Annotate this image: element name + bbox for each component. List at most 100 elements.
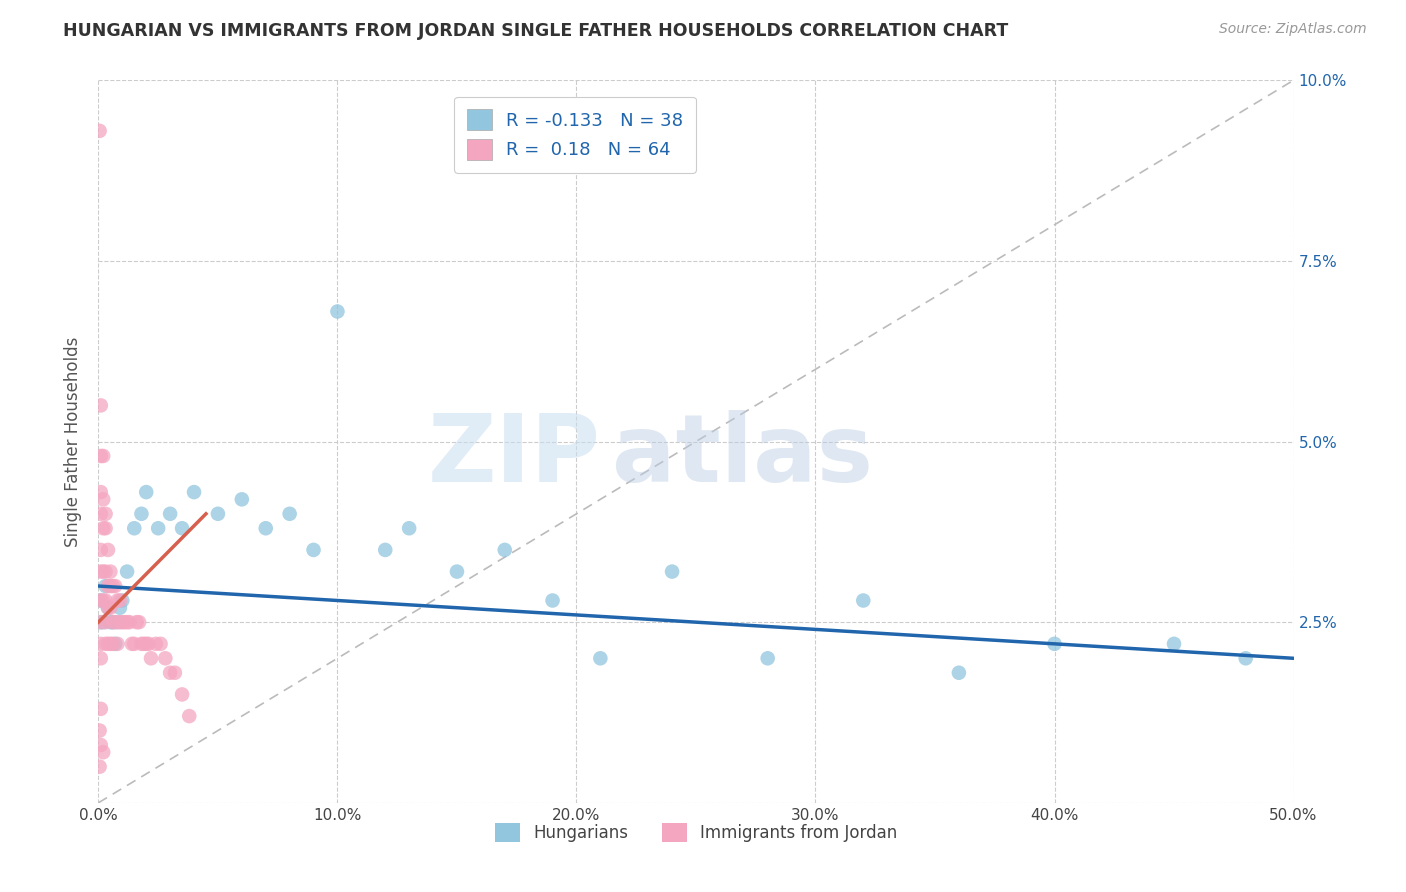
Point — [94, 593, 117, 607]
Point — [90, 398, 112, 412]
Point — [90, 542, 112, 557]
Point — [101, 637, 124, 651]
Point — [97, 637, 120, 651]
Point — [138, 637, 160, 651]
Point — [756, 651, 779, 665]
Point — [124, 521, 146, 535]
Y-axis label: Single Father Households: Single Father Households — [65, 336, 83, 547]
Point — [114, 615, 136, 630]
Point — [254, 521, 277, 535]
Point — [90, 651, 112, 665]
Point — [128, 615, 150, 630]
Point — [90, 637, 112, 651]
Point — [135, 637, 157, 651]
Point — [90, 593, 112, 607]
Point — [1163, 637, 1185, 651]
Point — [104, 637, 127, 651]
Point — [98, 565, 122, 579]
Point — [90, 738, 112, 752]
Point — [159, 507, 181, 521]
Point — [94, 521, 117, 535]
Point — [91, 615, 114, 630]
Legend: Hungarians, Immigrants from Jordan: Hungarians, Immigrants from Jordan — [488, 816, 904, 848]
Point — [132, 637, 155, 651]
Point — [90, 485, 112, 500]
Point — [398, 521, 420, 535]
Point — [374, 542, 396, 557]
Point — [90, 565, 112, 579]
Point — [148, 521, 170, 535]
Point — [852, 593, 875, 607]
Point — [107, 615, 129, 630]
Point — [172, 687, 194, 701]
Point — [90, 593, 112, 607]
Point — [91, 492, 114, 507]
Point — [91, 449, 114, 463]
Point — [135, 485, 157, 500]
Point — [90, 507, 112, 521]
Point — [163, 665, 186, 680]
Point — [97, 600, 120, 615]
Point — [98, 579, 122, 593]
Point — [94, 579, 117, 593]
Point — [90, 615, 112, 630]
Point — [98, 615, 122, 630]
Point — [108, 593, 131, 607]
Point — [278, 507, 301, 521]
Point — [91, 593, 114, 607]
Point — [94, 507, 117, 521]
Text: atlas: atlas — [613, 410, 873, 502]
Point — [115, 615, 138, 630]
Point — [97, 600, 120, 615]
Text: HUNGARIAN VS IMMIGRANTS FROM JORDAN SINGLE FATHER HOUSEHOLDS CORRELATION CHART: HUNGARIAN VS IMMIGRANTS FROM JORDAN SING… — [63, 22, 1008, 40]
Point — [104, 579, 127, 593]
Point — [207, 507, 229, 521]
Point — [131, 637, 153, 651]
Point — [589, 651, 612, 665]
Point — [1043, 637, 1066, 651]
Point — [326, 304, 349, 318]
Point — [155, 651, 177, 665]
Point — [115, 565, 138, 579]
Point — [108, 600, 131, 615]
Point — [149, 637, 172, 651]
Point — [124, 637, 146, 651]
Point — [89, 124, 111, 138]
Point — [121, 637, 143, 651]
Point — [90, 449, 112, 463]
Text: Source: ZipAtlas.com: Source: ZipAtlas.com — [1219, 22, 1367, 37]
Point — [89, 723, 111, 738]
Point — [89, 760, 111, 774]
Text: ZIP: ZIP — [427, 410, 600, 502]
Point — [98, 637, 122, 651]
Point — [1234, 651, 1257, 665]
Point — [541, 593, 564, 607]
Point — [104, 615, 127, 630]
Point — [179, 709, 201, 723]
Point — [172, 521, 194, 535]
Point — [107, 593, 129, 607]
Point — [98, 600, 122, 615]
Point — [97, 579, 120, 593]
Point — [446, 565, 468, 579]
Point — [302, 542, 325, 557]
Point — [125, 615, 148, 630]
Point — [101, 615, 124, 630]
Point — [183, 485, 205, 500]
Point — [90, 615, 112, 630]
Point — [101, 579, 124, 593]
Point — [101, 615, 124, 630]
Point — [94, 637, 117, 651]
Point — [107, 637, 129, 651]
Point — [94, 615, 117, 630]
Point — [661, 565, 683, 579]
Point — [91, 521, 114, 535]
Point — [145, 637, 167, 651]
Point — [91, 745, 114, 759]
Point — [118, 615, 141, 630]
Point — [494, 542, 516, 557]
Point — [139, 651, 162, 665]
Point — [231, 492, 253, 507]
Point — [948, 665, 970, 680]
Point — [159, 665, 181, 680]
